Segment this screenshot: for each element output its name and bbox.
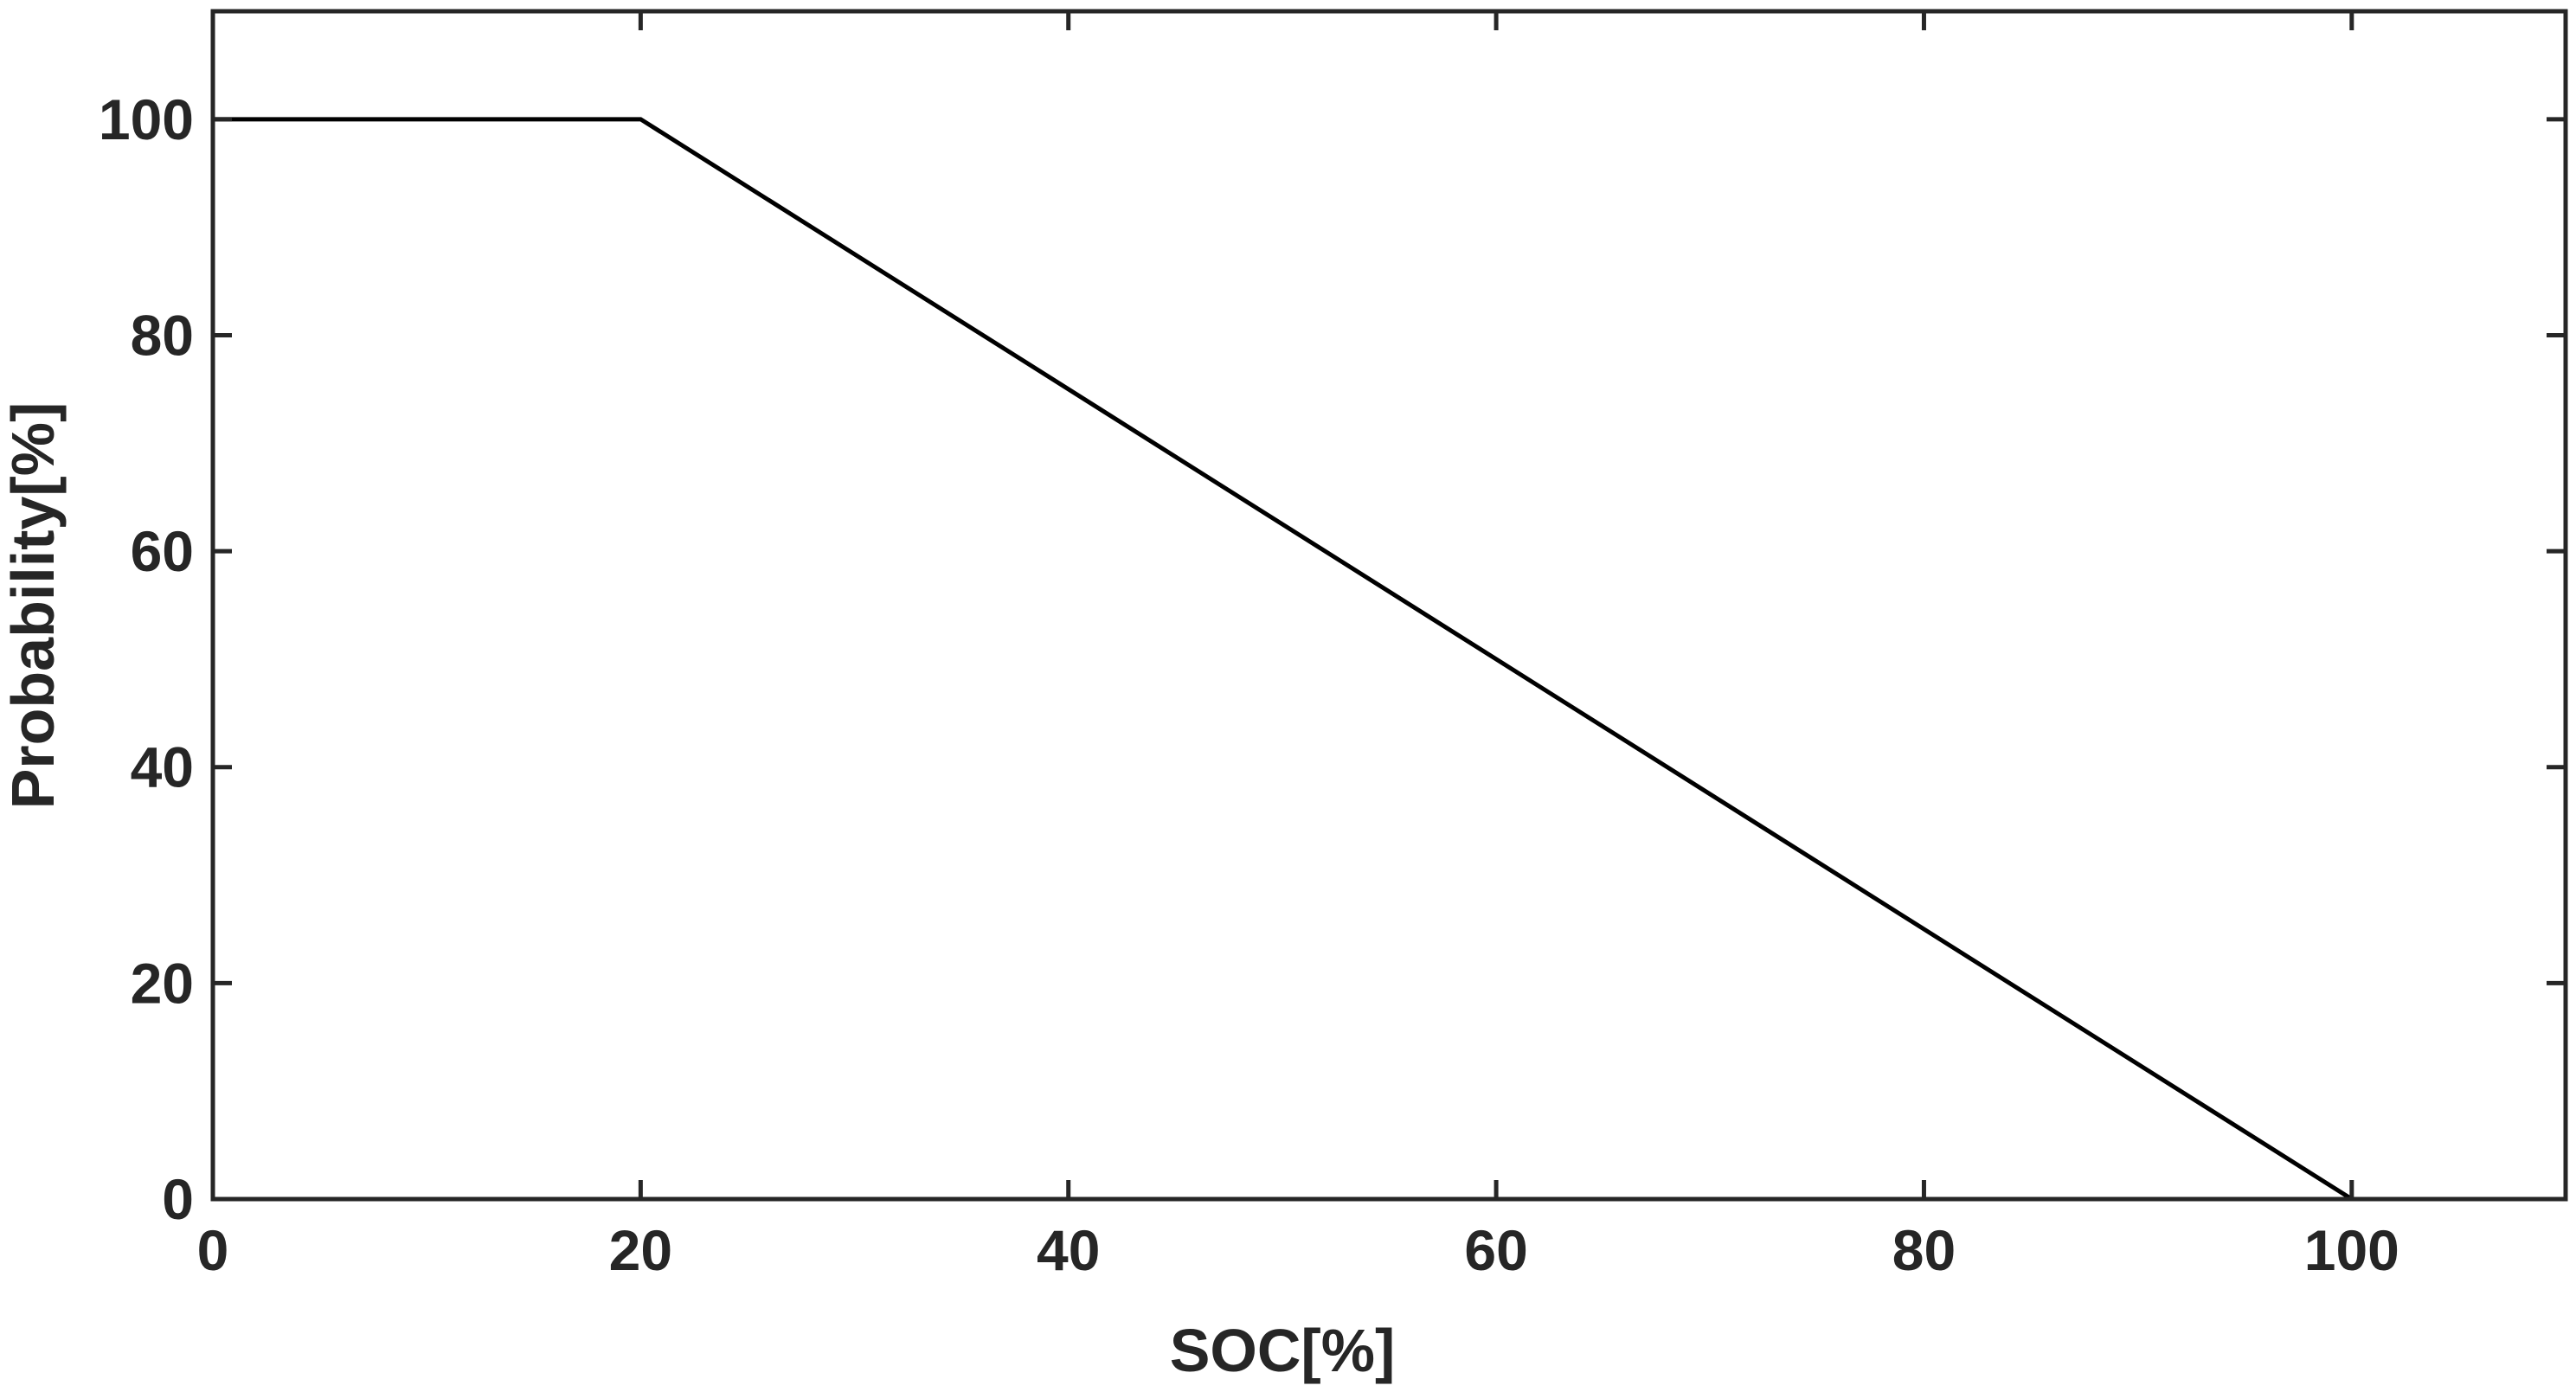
- x-tick-label: 0: [197, 1218, 229, 1282]
- series-layer: [213, 117, 2354, 1202]
- x-tick-label: 100: [2304, 1218, 2399, 1282]
- x-tick-label: 60: [1464, 1218, 1527, 1282]
- y-tick-label: 20: [131, 951, 194, 1015]
- x-tick-label: 20: [609, 1218, 672, 1282]
- series-line: [213, 117, 2354, 1202]
- x-axis-label: SOC[%]: [1170, 1317, 1396, 1384]
- tick-labels-layer: 0 20 40 60 80 100 0 20 40 60 80 100: [99, 87, 2399, 1282]
- y-tick-label: 80: [131, 303, 194, 367]
- y-tick-label: 40: [131, 735, 194, 799]
- y-tick-label: 0: [162, 1167, 194, 1231]
- x-tick-label: 80: [1892, 1218, 1956, 1282]
- y-axis-label: Probability[%]: [0, 402, 67, 810]
- y-tick-label: 60: [131, 519, 194, 583]
- plot-background: [213, 11, 2566, 1199]
- plot-frame: [210, 9, 2568, 1202]
- x-tick-label: 40: [1037, 1218, 1100, 1282]
- y-tick-label: 100: [99, 87, 194, 151]
